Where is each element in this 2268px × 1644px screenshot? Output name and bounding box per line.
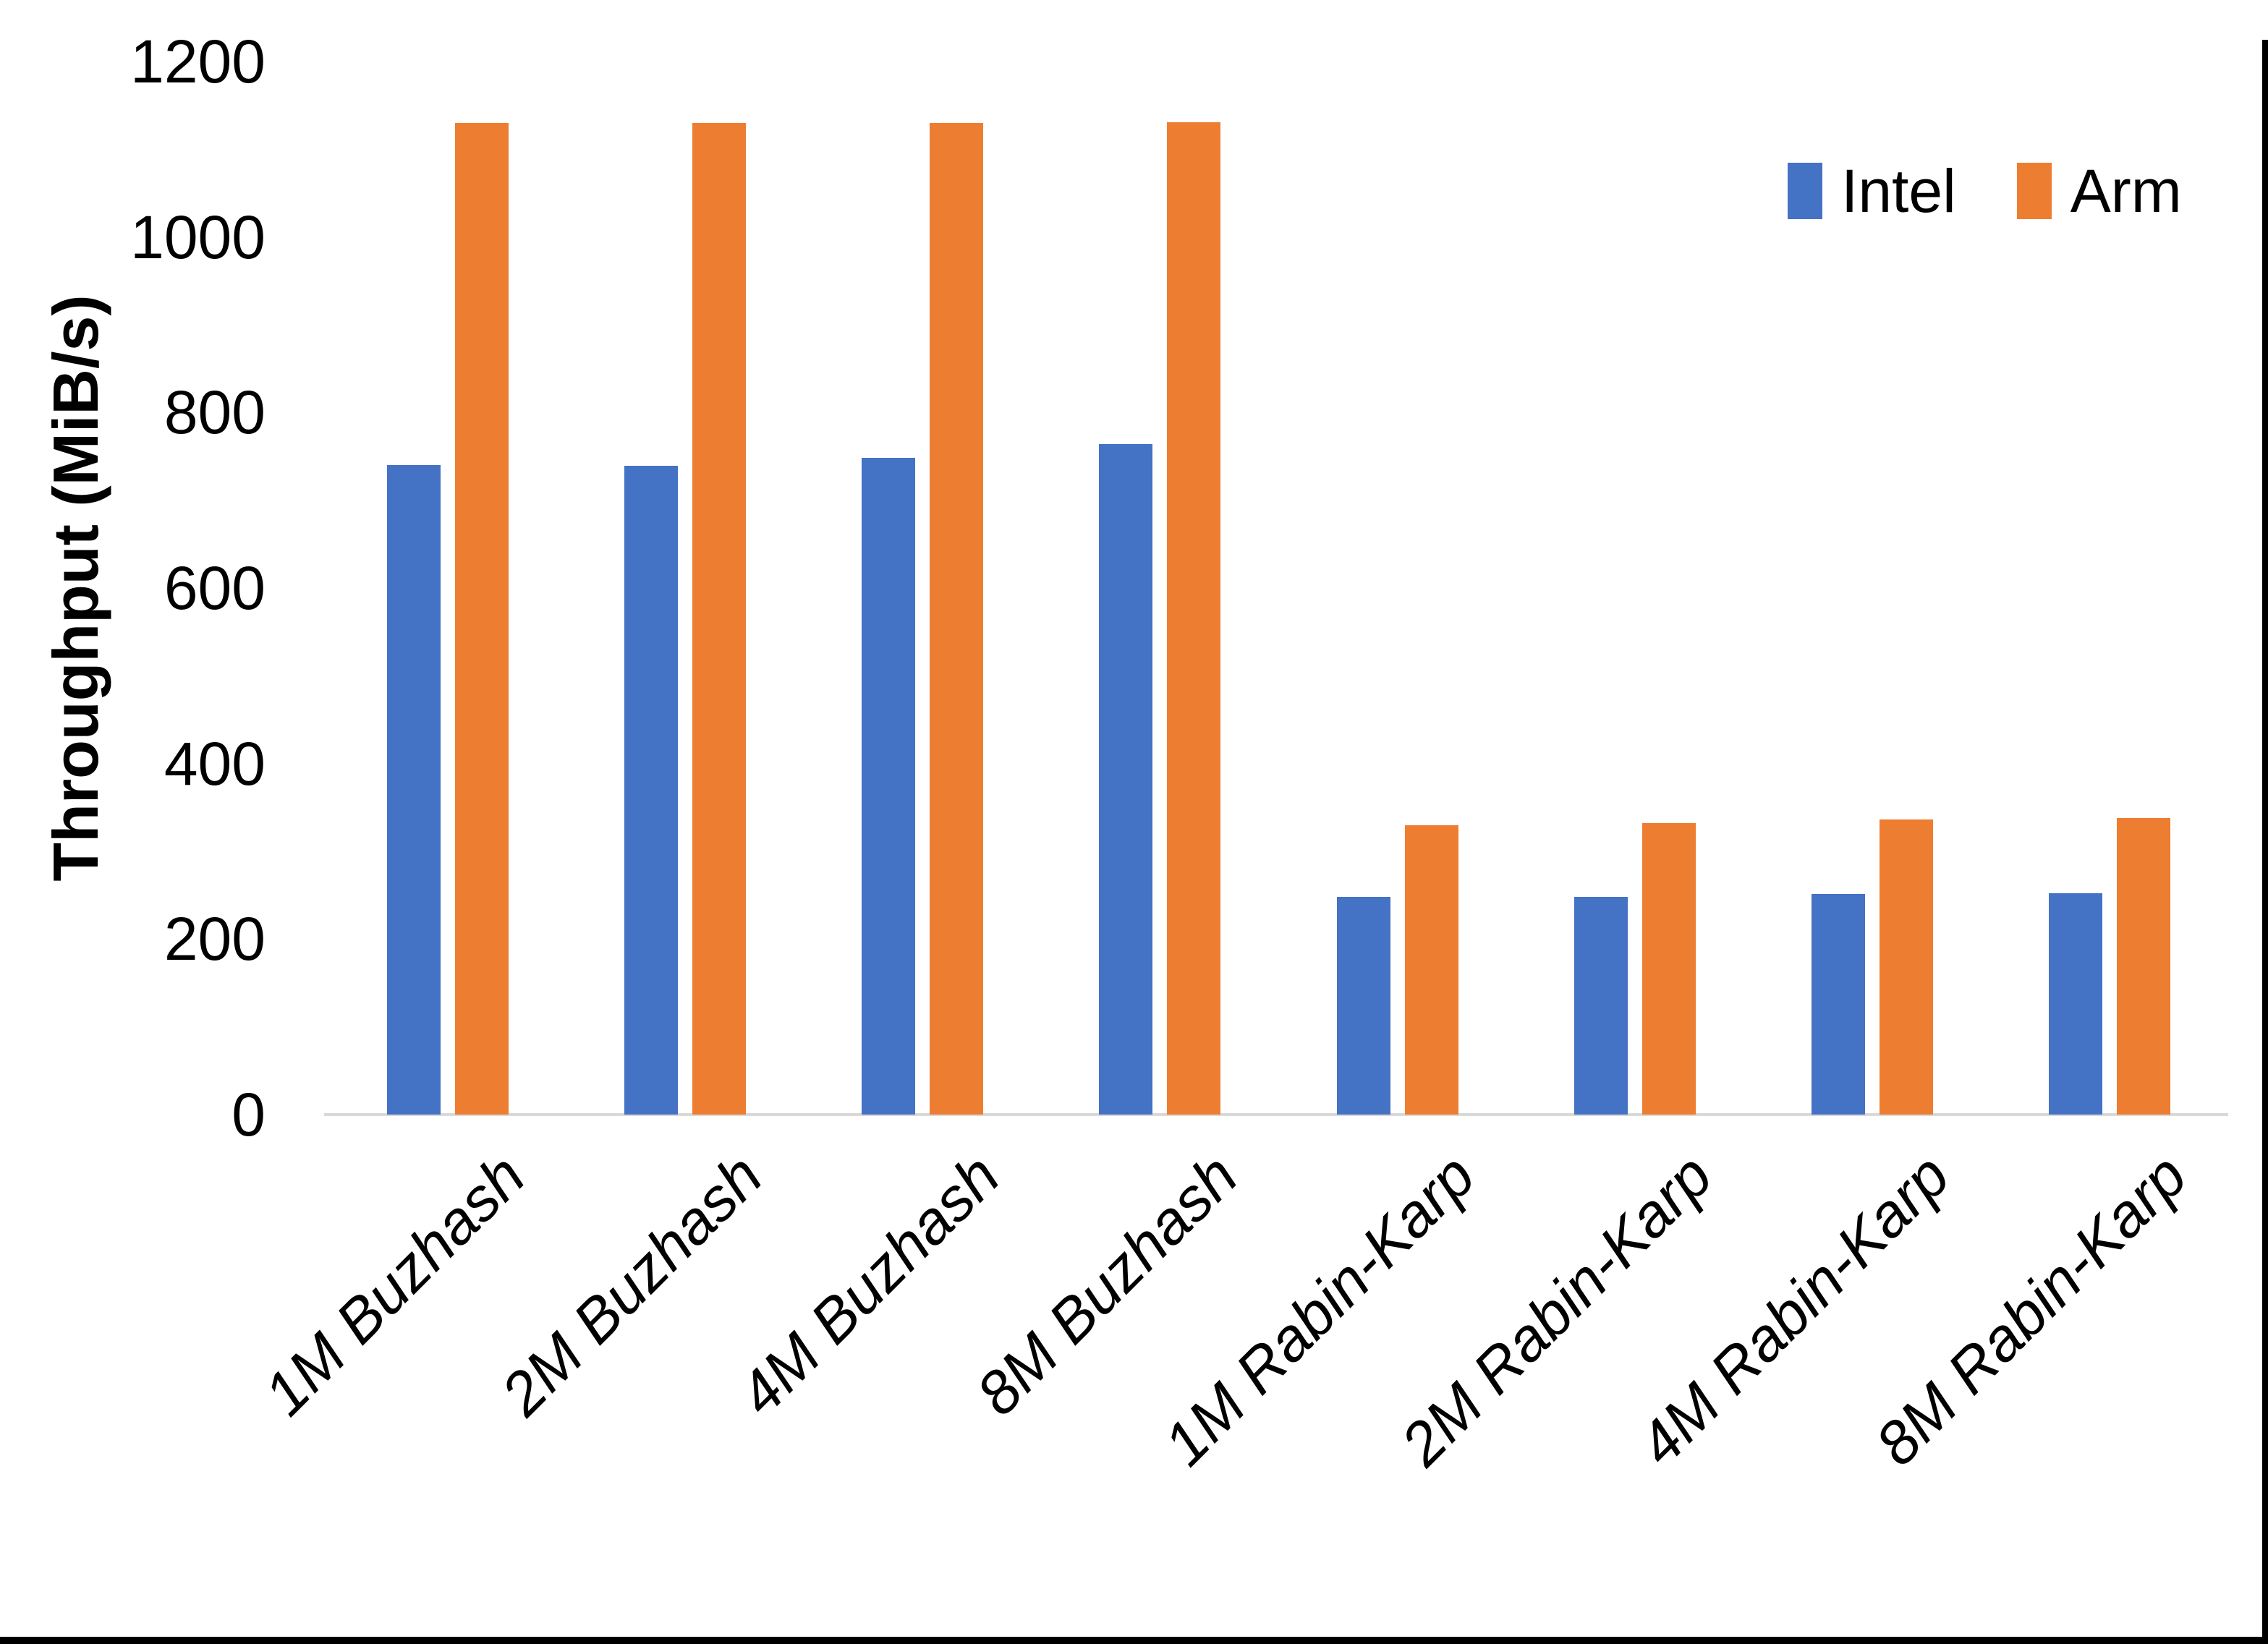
x-axis-labels: 1M Buzhash 2M Buzhash 4M Buzhash 8M Buzhash… <box>251 1141 2228 1635</box>
bar-group-8m-buzhash <box>1041 61 1278 1115</box>
y-tick-label-200: 200 <box>163 905 266 974</box>
y-axis-ticks: 1200 1000 800 600 400 200 0 <box>0 31 266 1145</box>
legend-label-intel: Intel <box>1841 157 1956 225</box>
bar-group-8m-rabin-karp <box>1991 61 2228 1115</box>
y-tick-label-800: 800 <box>163 378 266 447</box>
bar-arm-1m-rabin-karp <box>1404 825 1458 1115</box>
bar-intel-8m-buzhash <box>1099 444 1153 1115</box>
plot-area <box>324 61 2228 1116</box>
y-tick-label-600: 600 <box>163 554 266 622</box>
y-tick-label-1200: 1200 <box>130 27 266 95</box>
legend-label-arm: Arm <box>2070 157 2182 225</box>
bar-arm-4m-buzhash <box>930 122 984 1115</box>
y-tick-label-1000: 1000 <box>130 203 266 271</box>
legend-item-intel: Intel <box>1788 161 1956 221</box>
bar-intel-4m-rabin-karp <box>1811 894 1865 1115</box>
bar-group-4m-buzhash <box>804 61 1041 1115</box>
y-tick-label-0: 0 <box>232 1081 266 1149</box>
x-axis-baseline <box>324 1113 2228 1116</box>
bar-group-1m-buzhash <box>329 61 566 1115</box>
legend-swatch-intel <box>1788 163 1822 219</box>
bar-intel-2m-buzhash <box>624 466 679 1115</box>
bar-group-2m-buzhash <box>566 61 804 1115</box>
window-edge-bottom <box>0 1637 2268 1644</box>
legend: Intel Arm <box>1788 161 2182 221</box>
bar-intel-1m-buzhash <box>387 465 441 1115</box>
bar-intel-2m-rabin-karp <box>1573 897 1628 1115</box>
legend-swatch-arm <box>2016 163 2052 219</box>
bar-arm-1m-buzhash <box>455 122 509 1115</box>
bar-group-2m-rabin-karp <box>1516 61 1754 1115</box>
bar-groups <box>329 61 2228 1115</box>
bar-intel-1m-rabin-karp <box>1336 897 1390 1115</box>
legend-item-arm: Arm <box>2016 157 2182 225</box>
bar-group-1m-rabin-karp <box>1279 61 1516 1115</box>
bar-group-4m-rabin-karp <box>1754 61 1991 1115</box>
y-tick-label-400: 400 <box>163 729 266 798</box>
window-edge-right <box>2262 40 2268 1644</box>
bar-arm-4m-rabin-karp <box>1879 819 1933 1115</box>
bar-intel-4m-buzhash <box>862 458 916 1115</box>
bar-arm-8m-rabin-karp <box>2116 817 2170 1115</box>
bar-arm-8m-buzhash <box>1167 122 1221 1115</box>
bar-arm-2m-rabin-karp <box>1641 823 1696 1115</box>
bar-intel-8m-rabin-karp <box>2048 893 2102 1115</box>
bar-arm-2m-buzhash <box>692 122 747 1115</box>
